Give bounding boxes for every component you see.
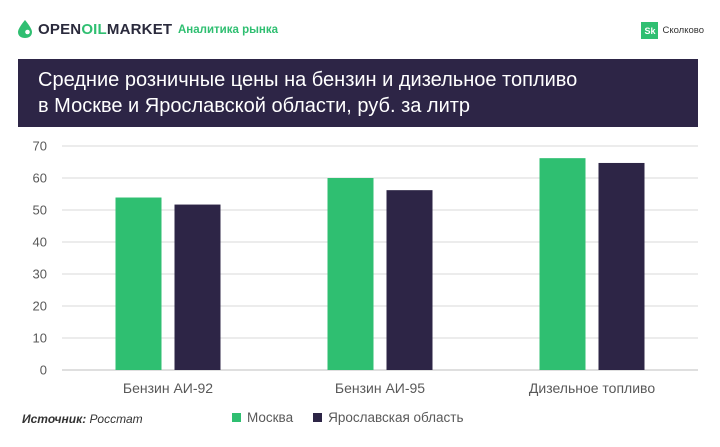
y-tick-label: 20 [33,299,47,314]
logo-wordmark-oil: OIL [81,20,107,38]
bars [115,158,645,370]
oil-drop-logo-icon [18,20,32,38]
openoilmarket-logo[interactable]: OPENOILMARKET [16,18,172,40]
skolkovo-mark-icon: Sk [641,22,659,39]
bar [115,197,162,370]
tagline: Аналитика рынка [178,24,279,36]
source-value: Росстат [89,412,143,426]
x-axis-categories: Бензин АИ-92 Бензин АИ-95 Дизельное топлив… [123,380,655,396]
bar [386,190,433,370]
source-note: Источник: Росстат [22,412,143,426]
logo-wordmark-market: MARKET [106,20,173,38]
x-category-label: Дизельное топливо [529,380,655,396]
y-tick-label: 60 [33,171,47,186]
y-tick-label: 30 [33,267,47,282]
legend-swatch [232,413,241,422]
skolkovo-name: Сколково [662,25,704,36]
x-category-label: Бензин АИ-92 [123,380,213,396]
chart-title-banner: Средние розничные цены на бензин и дизел… [18,59,698,127]
legend-item: Ярославская область [313,410,464,425]
source-label: Источник: [22,412,87,426]
chart-legend: Москва Ярославская область [232,410,484,425]
legend-item: Москва [232,410,293,425]
skolkovo-logo[interactable]: Sk Сколково [641,22,704,39]
bar [539,158,586,370]
grid-lines [62,145,698,371]
y-tick-label: 10 [33,331,47,346]
y-tick-label: 40 [33,235,47,250]
y-axis-ticks: 0 10 20 30 40 50 60 70 [33,139,47,378]
y-tick-label: 70 [33,139,47,154]
bar [598,162,645,370]
bar-chart: 0 10 20 30 40 50 60 70 Бензин АИ-92 Бензин АИ-95… [33,139,698,396]
y-tick-label: 0 [40,363,47,378]
logo-wordmark-open: OPEN [38,20,82,38]
legend-label: Москва [247,410,294,425]
chart-title-line-2: в Москве и Ярославской области, руб. за … [38,95,471,117]
logo-wordmark: OPENOILMARKET [38,21,172,38]
bar [327,178,374,370]
x-category-label: Бензин АИ-95 [335,380,425,396]
legend-label: Ярославская область [328,410,464,425]
bar [174,204,221,370]
chart-title-line-1: Средние розничные цены на бензин и дизел… [38,69,578,91]
legend-swatch [313,413,323,422]
y-tick-label: 50 [33,203,47,218]
